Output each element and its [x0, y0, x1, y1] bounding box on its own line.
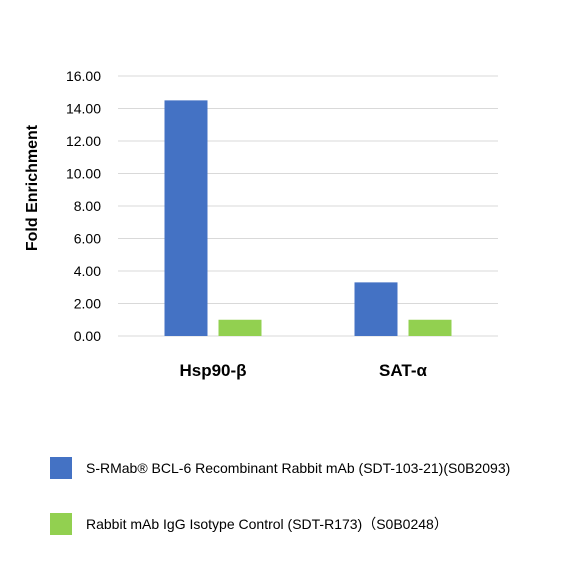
bar: [218, 319, 262, 336]
y-tick-label: 2.00: [74, 296, 101, 312]
y-tick-label: 6.00: [74, 231, 101, 247]
y-tick-label: 16.00: [66, 68, 101, 84]
category-labels: Hsp90-β SAT-α: [179, 361, 427, 380]
legend-item-series-2: Rabbit mAb IgG Isotype Control (SDT-R173…: [50, 512, 448, 536]
y-tick-label: 10.00: [66, 166, 101, 182]
y-tick-label: 14.00: [66, 101, 101, 117]
bar-chart: 0.00 2.00 4.00 6.00 8.00 10.00 12.00 14.00 16.00…: [24, 68, 498, 380]
y-tick-label: 0.00: [74, 328, 101, 344]
y-tick-label: 8.00: [74, 198, 101, 214]
y-axis-label: Fold Enrichment: [24, 124, 41, 251]
x-category-label: SAT-α: [379, 361, 427, 380]
legend-swatch-blue: [50, 457, 72, 479]
bar: [354, 282, 398, 336]
y-tick-label: 4.00: [74, 263, 101, 279]
bar: [164, 100, 208, 336]
bar: [408, 319, 452, 336]
legend-item-series-1: S-RMab® BCL-6 Recombinant Rabbit mAb (SD…: [50, 456, 510, 480]
legend-label: Rabbit mAb IgG Isotype Control (SDT-R173…: [86, 516, 448, 532]
bars: [164, 100, 452, 336]
y-tick-label: 12.00: [66, 133, 101, 149]
legend-swatch-green: [50, 513, 72, 535]
x-category-label: Hsp90-β: [179, 361, 246, 380]
legend-label: S-RMab® BCL-6 Recombinant Rabbit mAb (SD…: [86, 460, 511, 476]
y-tick-labels: 0.00 2.00 4.00 6.00 8.00 10.00 12.00 14.00 16.00: [66, 68, 101, 344]
